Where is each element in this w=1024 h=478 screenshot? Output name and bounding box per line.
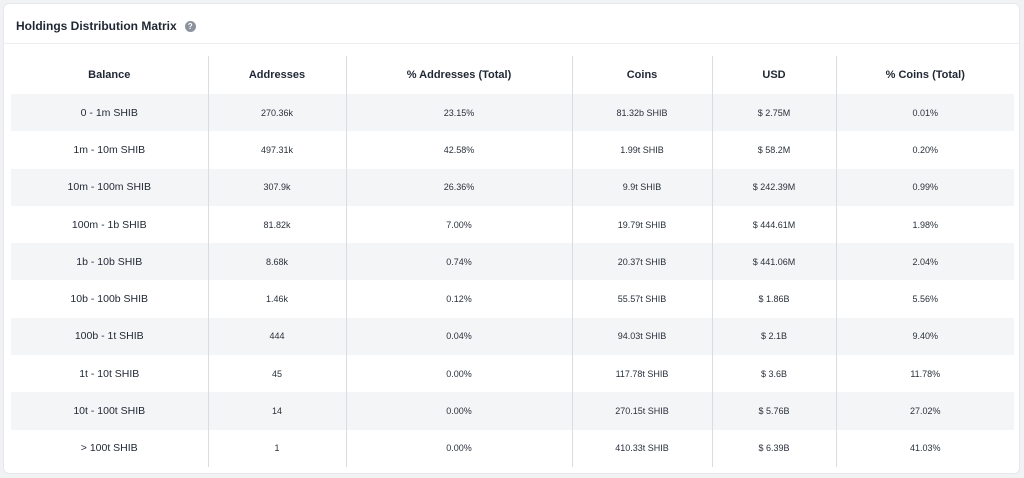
addresses-cell: 444 xyxy=(207,317,346,356)
table-row: 1m - 10m SHIB 497.31k 42.58% 1.99t SHIB $ 58… xyxy=(11,131,1014,169)
table-row: 10m - 100m SHIB 307.9k 26.36% 9.9t SHIB $ 24… xyxy=(11,168,1014,206)
pct-coins-cell: 2.04% xyxy=(835,243,1014,281)
addresses-cell: 1.46k xyxy=(207,280,346,318)
question-circle-icon[interactable]: ? xyxy=(184,20,196,32)
column-header-coins: Coins xyxy=(571,56,712,94)
usd-cell: $ 2.1B xyxy=(711,317,836,356)
addresses-cell: 45 xyxy=(207,355,346,393)
card-header: Holdings Distribution Matrix ? xyxy=(16,16,196,36)
header-divider xyxy=(4,43,1019,44)
balance-cell: 1m - 10m SHIB xyxy=(73,143,146,156)
usd-cell: $ 242.39M xyxy=(711,168,836,206)
coins-cell: 270.15t SHIB xyxy=(571,392,712,430)
table-row: 100m - 1b SHIB 81.82k 7.00% 19.79t SHIB $ 44… xyxy=(11,205,1014,244)
balance-cell: 0 - 1m SHIB xyxy=(11,94,208,132)
addresses-cell: 270.36k xyxy=(207,94,346,132)
addresses-cell: 1 xyxy=(207,429,346,467)
table-row: 10b - 100b SHIB 1.46k 0.12% 55.57t SHIB $ 1.… xyxy=(11,280,1014,318)
coins-cell: 20.37t SHIB xyxy=(571,243,712,281)
addresses-cell: 497.31k xyxy=(207,131,346,169)
holdings-distribution-table: Balance Addresses % Addresses (Total) Co… xyxy=(11,56,1014,467)
column-header-usd: USD xyxy=(711,56,836,94)
usd-cell: $ 58.2M xyxy=(711,131,836,169)
coins-cell: 55.57t SHIB xyxy=(571,280,712,318)
coins-cell: 410.33t SHIB xyxy=(571,429,712,467)
pct-coins-cell: 0.99% xyxy=(835,168,1014,206)
usd-cell: $ 444.61M xyxy=(711,205,836,244)
pct-addresses-cell: 0.00% xyxy=(345,355,572,393)
table-row: 1t - 10t SHIB 45 0.00% 117.78t SHIB $ 3.6B 11… xyxy=(11,355,1014,393)
pct-coins-cell: 27.02% xyxy=(835,392,1014,430)
column-header-addresses: Addresses xyxy=(207,56,346,94)
balance-cell: 10t - 100t SHIB xyxy=(11,392,208,430)
balance-cell: 1t - 10t SHIB xyxy=(79,367,140,380)
column-header-balance: Balance xyxy=(88,69,131,81)
card-title: Holdings Distribution Matrix xyxy=(16,19,177,33)
coins-cell: 94.03t SHIB xyxy=(571,317,712,356)
table-header-row: Balance Addresses % Addresses (Total) Co… xyxy=(11,56,1014,94)
pct-coins-cell: 0.20% xyxy=(835,131,1014,169)
coins-cell: 19.79t SHIB xyxy=(571,205,712,244)
pct-coins-cell: 9.40% xyxy=(835,317,1014,356)
table-row: 100b - 1t SHIB 444 0.04% 94.03t SHIB $ 2.1B 9… xyxy=(11,317,1014,356)
usd-cell: $ 1.86B xyxy=(711,280,836,318)
coins-cell: 81.32b SHIB xyxy=(571,94,712,132)
balance-cell: 10m - 100m SHIB xyxy=(11,168,208,206)
pct-coins-cell: 5.56% xyxy=(835,280,1014,318)
table-body: 0 - 1m SHIB 270.36k 23.15% 81.32b SHIB $ 2.7… xyxy=(11,94,1014,467)
pct-addresses-cell: 23.15% xyxy=(345,94,572,132)
usd-cell: $ 3.6B xyxy=(711,355,836,393)
column-header-pct-addresses: % Addresses (Total) xyxy=(345,56,572,94)
balance-cell: 100m - 1b SHIB xyxy=(71,218,147,231)
pct-addresses-cell: 0.74% xyxy=(345,243,572,281)
table-row: 1b - 10b SHIB 8.68k 0.74% 20.37t SHIB $ 441.… xyxy=(11,243,1014,281)
usd-cell: $ 5.76B xyxy=(711,392,836,430)
addresses-cell: 8.68k xyxy=(207,243,346,281)
table-row: 0 - 1m SHIB 270.36k 23.15% 81.32b SHIB $ 2.7… xyxy=(11,94,1014,132)
addresses-cell: 14 xyxy=(207,392,346,430)
balance-cell: 100b - 1t SHIB xyxy=(11,317,208,356)
pct-addresses-cell: 0.04% xyxy=(345,317,572,356)
pct-addresses-cell: 0.12% xyxy=(345,280,572,318)
usd-cell: $ 2.75M xyxy=(711,94,836,132)
pct-addresses-cell: 42.58% xyxy=(345,131,572,169)
pct-addresses-cell: 0.00% xyxy=(345,392,572,430)
pct-coins-cell: 41.03% xyxy=(835,429,1014,467)
usd-cell: $ 6.39B xyxy=(711,429,836,467)
pct-coins-cell: 11.78% xyxy=(835,355,1014,393)
column-header-pct-coins: % Coins (Total) xyxy=(835,56,1014,94)
balance-cell: > 100t SHIB xyxy=(80,442,138,455)
pct-coins-cell: 0.01% xyxy=(835,94,1014,132)
table-row: 10t - 100t SHIB 14 0.00% 270.15t SHIB $ 5.76… xyxy=(11,392,1014,430)
balance-cell: 1b - 10b SHIB xyxy=(11,243,208,281)
holdings-distribution-card: Holdings Distribution Matrix ? Balance A… xyxy=(3,3,1020,474)
table-row: > 100t SHIB 1 0.00% 410.33t SHIB $ 6.39B 41.0… xyxy=(11,429,1014,467)
addresses-cell: 307.9k xyxy=(207,168,346,206)
usd-cell: $ 441.06M xyxy=(711,243,836,281)
coins-cell: 9.9t SHIB xyxy=(571,168,712,206)
pct-addresses-cell: 26.36% xyxy=(345,168,572,206)
pct-addresses-cell: 7.00% xyxy=(345,205,572,244)
addresses-cell: 81.82k xyxy=(207,205,346,244)
coins-cell: 117.78t SHIB xyxy=(571,355,712,393)
balance-cell: 10b - 100b SHIB xyxy=(70,293,149,306)
pct-coins-cell: 1.98% xyxy=(835,205,1014,244)
coins-cell: 1.99t SHIB xyxy=(571,131,712,169)
pct-addresses-cell: 0.00% xyxy=(345,429,572,467)
